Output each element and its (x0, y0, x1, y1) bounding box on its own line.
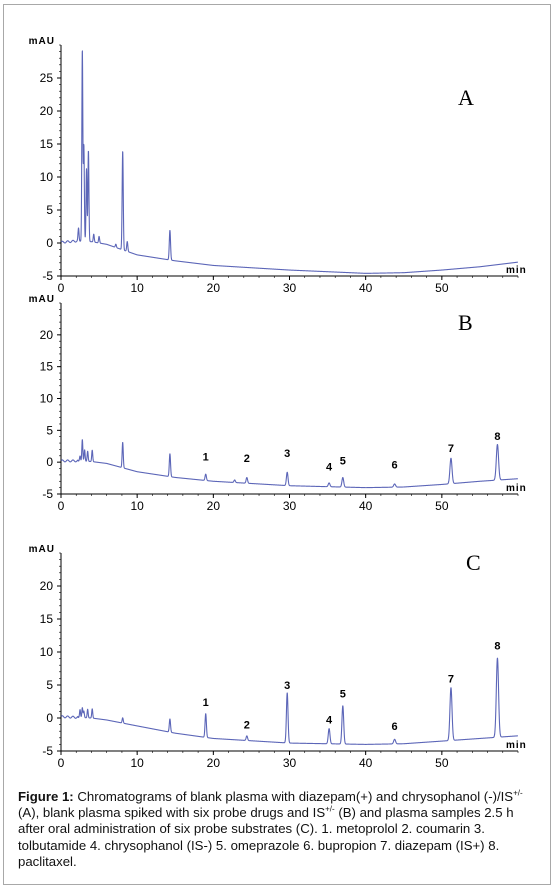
x-tick-label: 50 (435, 499, 449, 510)
peak-number-label: 8 (494, 640, 500, 652)
peak-number-label: 8 (494, 431, 500, 443)
y-tick-label: -5 (42, 744, 53, 758)
peak-number-label: 5 (340, 456, 346, 468)
y-axis-label: mAU (29, 294, 55, 305)
x-tick-label: 30 (283, 499, 297, 510)
y-tick-label: 5 (46, 423, 53, 437)
x-tick-label: 40 (359, 281, 373, 292)
x-tick-label: 0 (58, 756, 65, 768)
x-tick-label: 40 (359, 756, 373, 768)
peak-number-label: 2 (244, 453, 250, 465)
x-tick-label: 20 (207, 281, 221, 292)
x-axis-label: min (506, 740, 527, 751)
y-tick-label: 15 (40, 360, 54, 374)
peak-number-label: 6 (392, 460, 398, 472)
x-axis-label: min (506, 483, 527, 494)
peak-number-label: 4 (326, 461, 333, 473)
y-tick-label: 15 (40, 137, 54, 151)
peak-number-label: 4 (326, 714, 333, 726)
figure-frame (3, 4, 551, 885)
y-tick-label: 20 (40, 579, 54, 593)
peak-number-label: 7 (448, 673, 454, 685)
y-axis-label: mAU (29, 36, 55, 47)
caption-text-1: Chromatograms of blank plasma with diaze… (73, 789, 514, 804)
caption-text-2: (A), blank plasma spiked with six probe … (18, 805, 326, 821)
x-tick-label: 10 (130, 499, 144, 510)
x-tick-label: 40 (359, 499, 373, 510)
x-tick-label: 0 (58, 499, 65, 510)
peak-number-label: 1 (203, 697, 209, 709)
x-tick-label: 50 (435, 281, 449, 292)
peak-number-label: 7 (448, 443, 454, 455)
y-tick-label: -5 (42, 487, 53, 501)
y-tick-label: 15 (40, 612, 54, 626)
peak-number-label: 3 (284, 680, 290, 692)
x-tick-label: 0 (58, 281, 65, 292)
panel-letter-label: C (466, 550, 481, 575)
chromatogram-trace (60, 657, 519, 745)
y-tick-label: 20 (40, 328, 54, 342)
x-axis-label: min (506, 265, 527, 276)
chromatogram-panel-c: mAU min -5 0 5 10 15 20 0 10 20 30 40 50 1 2 3 4 5 6 7 8 C (29, 544, 527, 768)
y-tick-label: 20 (40, 104, 54, 118)
caption-text-3: (B) and plasma samples 2.5 h after oral … (18, 805, 514, 869)
x-tick-label: 20 (207, 499, 221, 510)
peak-number-label: 3 (284, 448, 290, 460)
caption-label: Figure 1: (18, 789, 74, 804)
caption-sup-1: +/- (513, 788, 523, 798)
y-tick-label: 10 (40, 392, 54, 406)
caption-sup-2: +/- (325, 804, 335, 814)
x-tick-label: 30 (283, 281, 297, 292)
y-tick-label: 25 (40, 71, 54, 85)
y-tick-label: 10 (40, 170, 54, 184)
peak-number-label: 1 (203, 451, 209, 463)
peak-number-label: 2 (244, 720, 250, 732)
y-tick-label: -5 (42, 269, 53, 283)
y-tick-label: 10 (40, 645, 54, 659)
panel-letter-label: A (458, 85, 474, 110)
y-tick-label: 0 (46, 711, 53, 725)
x-tick-label: 30 (283, 756, 297, 768)
figure-caption: Figure 1: Chromatograms of blank plasma … (18, 789, 540, 870)
x-tick-label: 50 (435, 756, 449, 768)
peak-number-label: 6 (392, 721, 398, 733)
y-tick-label: 0 (46, 455, 53, 469)
chromatogram-trace (60, 50, 519, 274)
x-tick-label: 10 (130, 756, 144, 768)
x-tick-label: 10 (130, 281, 144, 292)
x-tick-label: 20 (207, 756, 221, 768)
panel-letter-label: B (458, 310, 473, 335)
chromatogram-trace (60, 439, 519, 489)
y-tick-label: 0 (46, 236, 53, 250)
y-tick-label: 5 (46, 678, 53, 692)
peak-number-label: 5 (340, 689, 346, 701)
y-tick-label: 5 (46, 203, 53, 217)
chromatogram-panel-a: mAU min -5 0 5 10 15 20 25 0 10 20 30 40 50 A (29, 36, 527, 292)
y-axis-label: mAU (29, 544, 55, 555)
